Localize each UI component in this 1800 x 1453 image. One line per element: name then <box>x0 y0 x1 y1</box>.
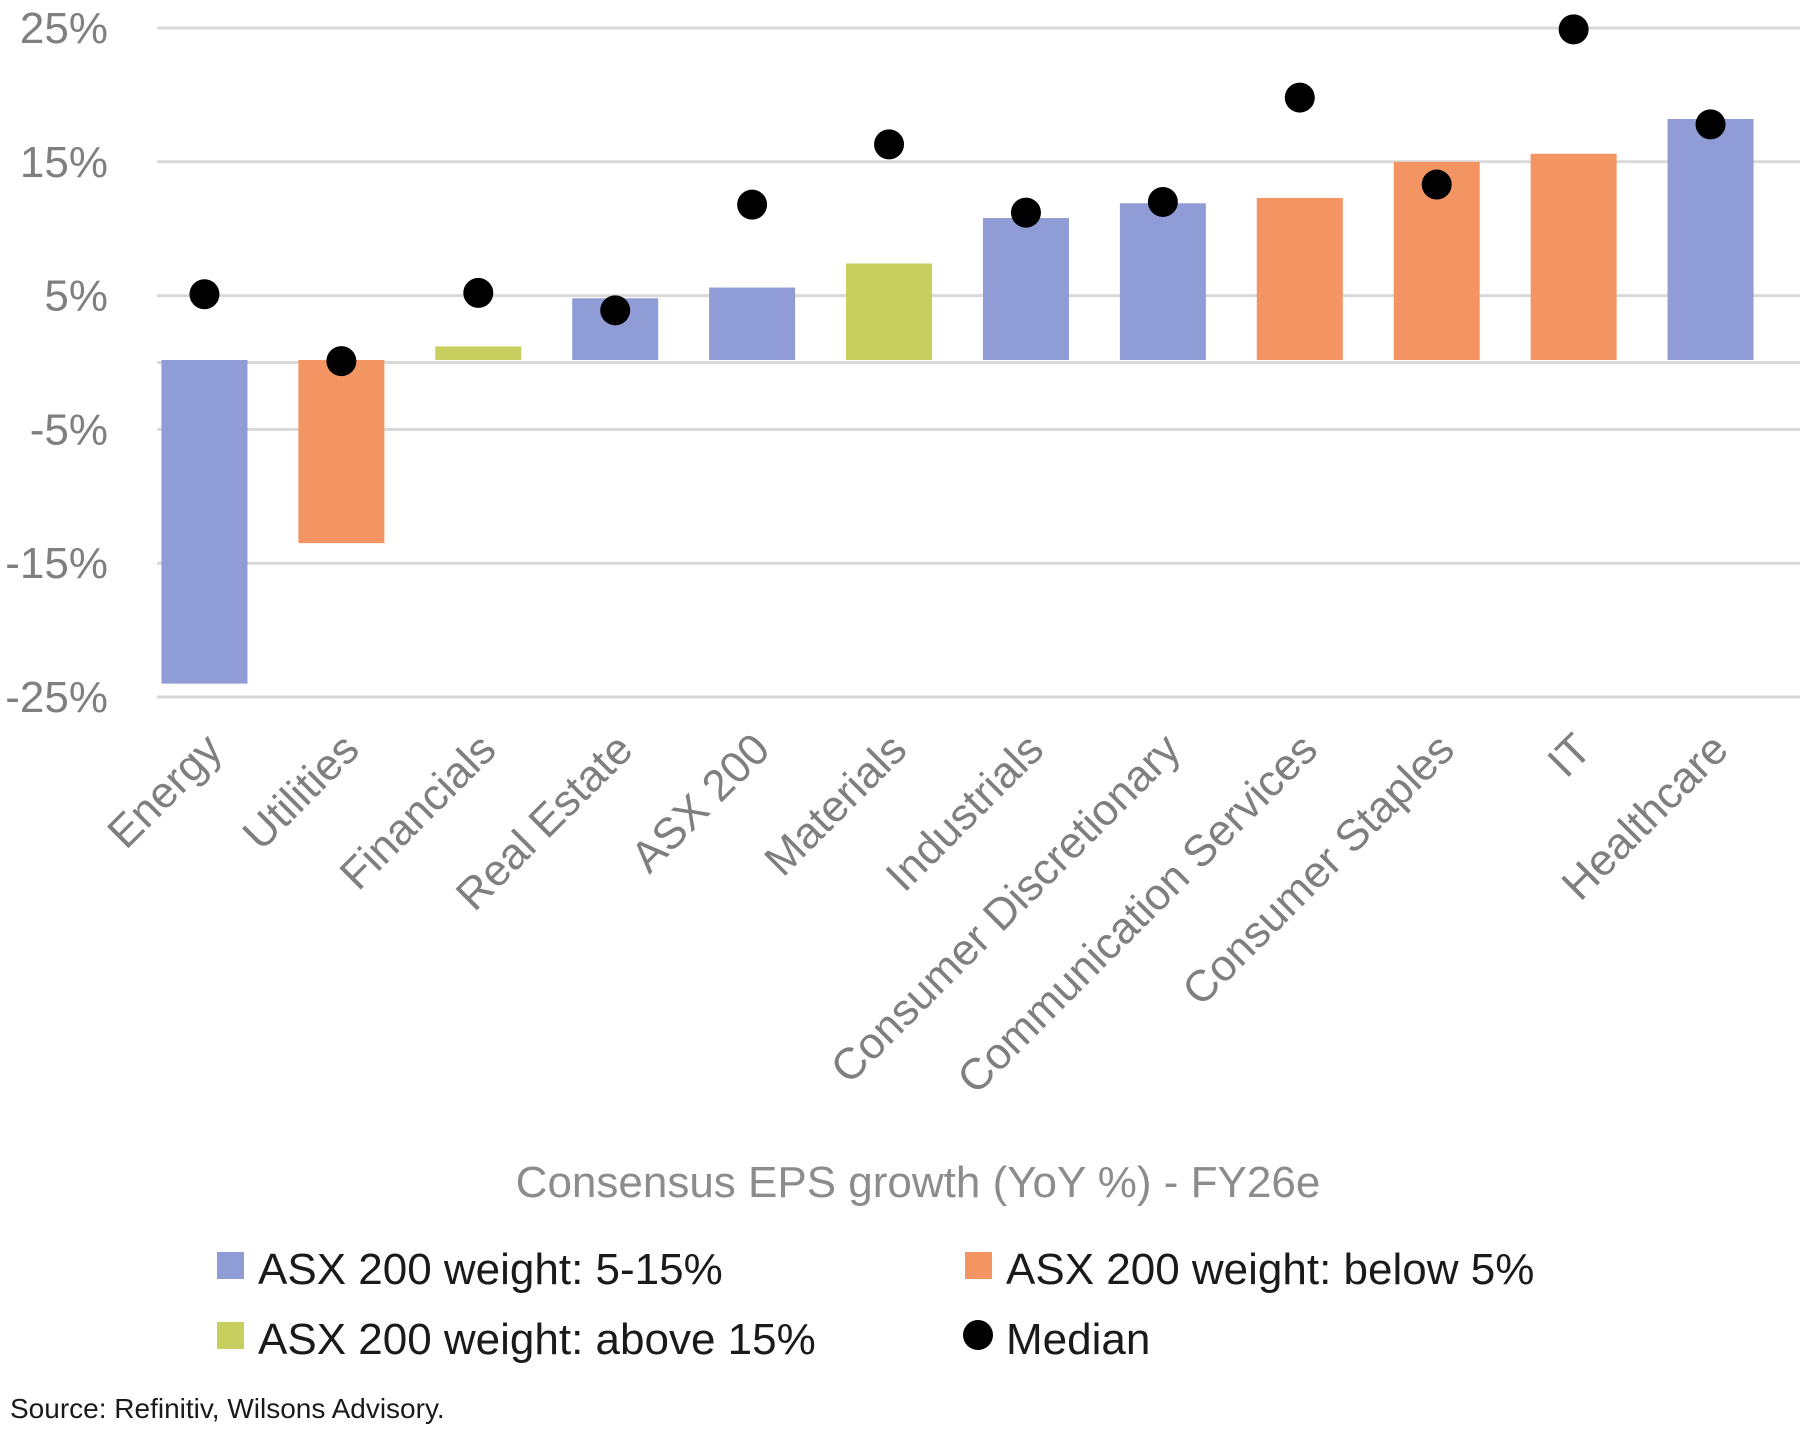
median-marker-utilities <box>326 346 357 377</box>
median-marker-industrials <box>1010 197 1041 228</box>
median-marker-energy <box>189 279 220 310</box>
median-marker-materials <box>874 129 905 160</box>
median-marker-consumer-discretionary <box>1147 186 1178 217</box>
legend: ASX 200 weight: 5-15% ASX 200 weight: bel… <box>217 1245 1534 1364</box>
median-marker-financials <box>463 277 494 308</box>
median-marker-asx-200 <box>737 189 768 220</box>
bar-healthcare <box>1667 118 1754 360</box>
bar-it <box>1530 153 1617 360</box>
bar-asx-200 <box>709 287 796 360</box>
median-markers <box>189 14 1726 377</box>
median-marker-real-estate <box>600 295 631 326</box>
legend-marker-icon <box>963 1320 993 1350</box>
y-tick-label: -25% <box>5 673 108 722</box>
bar-materials <box>846 263 933 360</box>
legend-label: ASX 200 weight: below 5% <box>1006 1245 1534 1294</box>
category-label: ASX 200 <box>622 724 779 881</box>
category-label: IT <box>1538 724 1600 786</box>
source-note: Source: Refinitiv, Wilsons Advisory. <box>10 1393 445 1424</box>
bar-utilities <box>298 360 385 544</box>
legend-swatch-icon <box>217 1322 244 1349</box>
median-marker-it <box>1558 14 1589 45</box>
x-axis-title: Consensus EPS growth (YoY %) - FY26e <box>516 1158 1321 1207</box>
gridlines <box>157 26 1800 699</box>
y-tick-label: 15% <box>20 138 108 187</box>
y-axis-ticks: 25% 15% 5% -5% -15% -25% <box>5 4 108 722</box>
category-label: Consumer Staples <box>1173 724 1464 1015</box>
y-tick-label: -15% <box>5 539 108 588</box>
bar-energy <box>161 360 248 684</box>
bar-financials <box>435 346 522 360</box>
legend-swatch-icon <box>217 1252 244 1279</box>
y-tick-label: 25% <box>20 4 108 53</box>
y-tick-label: 5% <box>44 272 108 321</box>
legend-swatch-icon <box>965 1252 992 1279</box>
median-marker-consumer-staples <box>1421 169 1452 200</box>
bar-consumer-discretionary <box>1119 203 1206 360</box>
median-marker-healthcare <box>1695 109 1726 140</box>
bar-communication-services <box>1256 197 1343 360</box>
bars <box>161 118 1754 684</box>
y-tick-label: -5% <box>30 405 108 454</box>
legend-label: ASX 200 weight: above 15% <box>258 1315 816 1364</box>
median-marker-communication-services <box>1284 82 1315 113</box>
legend-label: Median <box>1006 1315 1150 1364</box>
category-label: Energy <box>98 724 231 857</box>
bar-industrials <box>982 217 1069 360</box>
category-label: Utilities <box>234 724 369 859</box>
legend-label: ASX 200 weight: 5-15% <box>258 1245 723 1294</box>
